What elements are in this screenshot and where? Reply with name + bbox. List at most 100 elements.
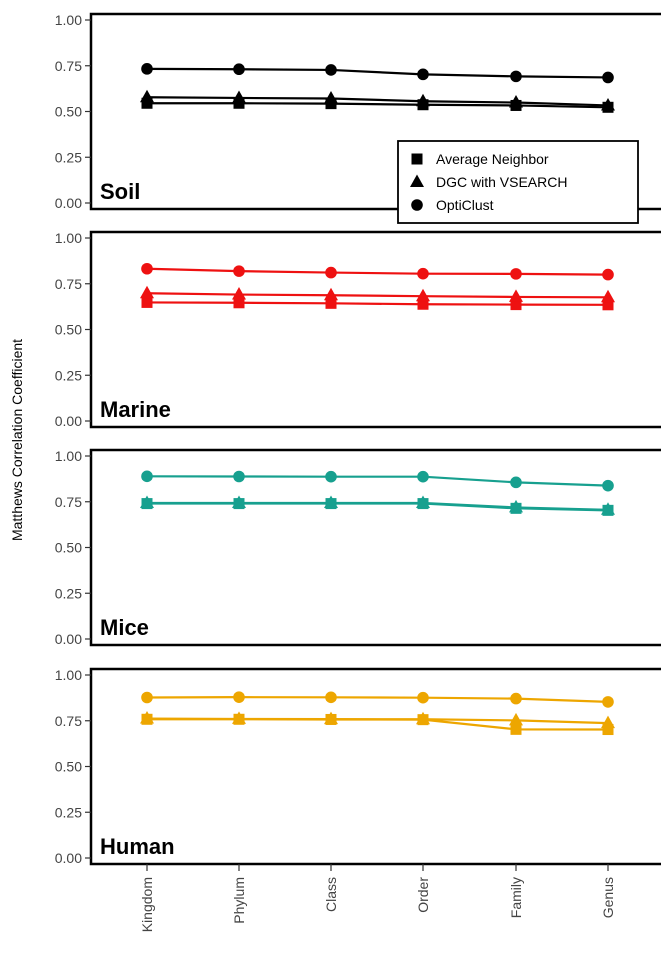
data-point — [510, 70, 522, 83]
y-tick-label: 0.00 — [55, 195, 82, 211]
legend: Average Neighbor DGC with VSEARCH OptiClus… — [397, 140, 639, 224]
y-tick-label: 0.00 — [55, 850, 82, 866]
data-point — [141, 296, 153, 308]
data-point — [325, 98, 337, 110]
series-opticlust — [141, 470, 614, 492]
y-tick-label: 0.75 — [55, 713, 82, 729]
data-point — [601, 715, 615, 729]
data-point — [417, 68, 429, 81]
data-point — [141, 470, 153, 483]
data-point — [509, 712, 523, 726]
series-dgc-with-vsearch — [140, 285, 615, 303]
series-line — [146, 696, 609, 704]
panel-frame — [89, 448, 661, 647]
y-tick-label: 1.00 — [55, 448, 82, 464]
data-point — [140, 285, 154, 299]
series-line — [146, 292, 609, 299]
data-point — [416, 288, 430, 302]
panels: 0.00 0.25 0.50 0.75 1.00 Soil 0.00 0.25 0.50 0.75… — [55, 12, 661, 866]
data-point — [602, 724, 614, 736]
data-point — [602, 479, 614, 492]
series-opticlust — [141, 262, 614, 281]
data-point — [141, 262, 153, 275]
data-point — [416, 711, 430, 725]
y-tick-label: 0.25 — [55, 367, 82, 383]
y-tick-label: 0.50 — [55, 540, 82, 556]
x-tick-label: Phylum — [231, 877, 247, 924]
panel-label: Mice — [100, 615, 149, 640]
series-opticlust — [141, 63, 614, 84]
data-point — [417, 298, 429, 310]
data-point — [233, 470, 245, 483]
y-tick-label: 0.75 — [55, 276, 82, 292]
data-point — [140, 89, 154, 103]
x-tick-label: Genus — [600, 877, 616, 918]
data-point — [510, 268, 522, 280]
data-point — [416, 93, 430, 107]
y-tick-label: 0.75 — [55, 494, 82, 510]
legend-key — [410, 174, 424, 187]
series-average-neighbor — [141, 498, 614, 516]
y-tick-label: 0.25 — [55, 585, 82, 601]
x-tick-label: Order — [415, 877, 431, 913]
series-line — [146, 301, 609, 306]
x-axis: Kingdom Phylum Class Order Family Genus — [139, 864, 616, 932]
data-point — [601, 502, 615, 515]
data-point — [509, 95, 523, 108]
data-point — [601, 97, 615, 111]
data-point — [232, 287, 246, 300]
y-tick-label: 0.00 — [55, 413, 82, 429]
data-point — [325, 64, 337, 76]
y-tick-label: 0.25 — [55, 149, 82, 165]
series-line — [146, 96, 609, 107]
data-point — [233, 297, 245, 309]
legend-label: DGC with VSEARCH — [436, 174, 567, 190]
data-point — [232, 711, 246, 724]
data-point — [602, 696, 614, 708]
data-point — [141, 97, 153, 109]
data-point — [140, 711, 154, 724]
series-dgc-with-vsearch — [140, 711, 615, 729]
data-point — [324, 287, 338, 301]
legend-label: Average Neighbor — [436, 151, 549, 167]
data-point — [232, 90, 246, 103]
series-line — [147, 501, 609, 511]
y-tick-label: 0.25 — [55, 804, 82, 820]
data-point — [325, 266, 337, 279]
series-dgc-with-vsearch — [140, 89, 615, 111]
x-tick-label: Class — [323, 877, 339, 912]
y-tick-label: 0.50 — [55, 759, 82, 775]
data-point — [324, 495, 338, 509]
y-tick-label: 0.50 — [55, 322, 82, 338]
panel-soil: 0.00 0.25 0.50 0.75 1.00 Soil — [55, 12, 661, 211]
data-point — [602, 268, 614, 281]
data-point — [233, 691, 245, 703]
series-line — [146, 475, 609, 487]
series-average-neighbor — [141, 713, 614, 736]
data-point — [601, 289, 615, 303]
data-point — [417, 267, 429, 280]
data-point — [509, 289, 523, 302]
data-point — [510, 299, 522, 311]
x-tick-label: Family — [508, 877, 524, 918]
data-point — [416, 495, 430, 509]
data-point — [602, 299, 614, 311]
panel-mice: 0.00 0.25 0.50 0.75 1.00 Mice — [55, 448, 661, 647]
series-average-neighbor — [141, 296, 614, 311]
panel-label: Soil — [100, 179, 140, 204]
y-tick-label: 1.00 — [55, 12, 82, 28]
panel-label: Marine — [100, 397, 171, 422]
data-point — [325, 470, 337, 483]
data-point — [232, 495, 246, 509]
legend-key — [411, 153, 423, 165]
data-point — [141, 63, 153, 75]
data-point — [233, 265, 245, 277]
x-tick-label: Kingdom — [139, 877, 155, 932]
data-point — [325, 297, 337, 309]
y-tick-label: 0.75 — [55, 58, 82, 74]
panel-marine: 0.00 0.25 0.50 0.75 1.00 Marine — [55, 230, 661, 429]
data-point — [324, 91, 338, 104]
y-tick-label: 1.00 — [55, 230, 82, 246]
legend-box — [397, 140, 639, 224]
